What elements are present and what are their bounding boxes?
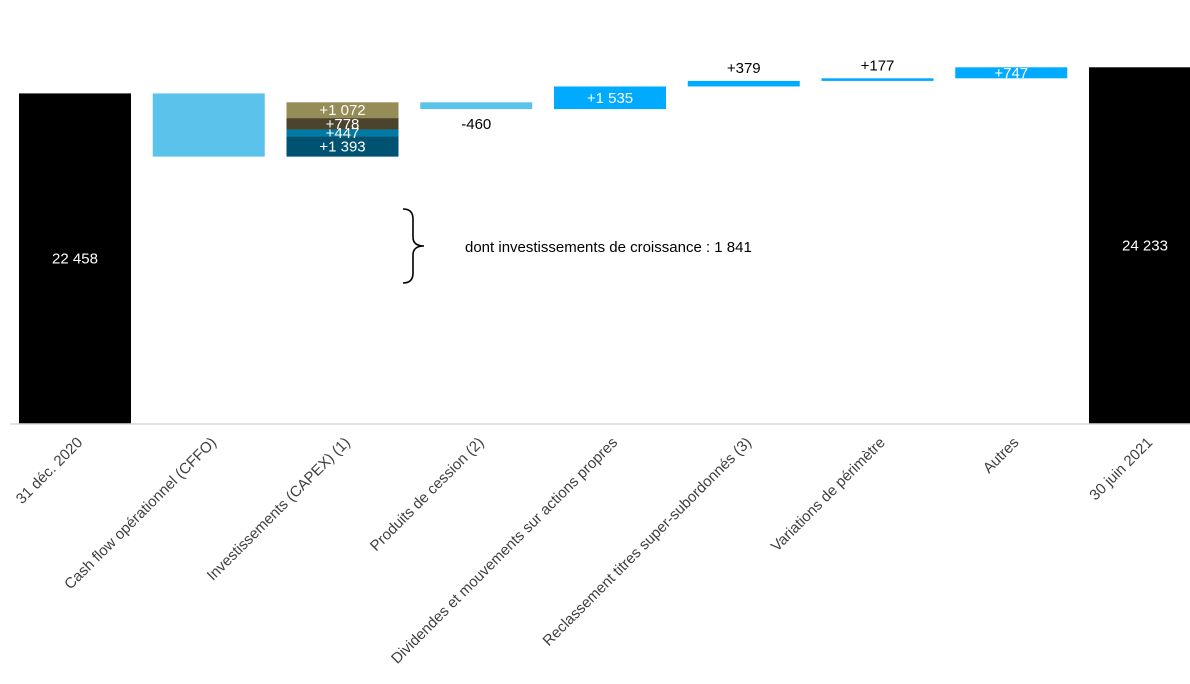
bar-31-dec-2020 (19, 93, 131, 424)
bar-investissements-capex-1-segment-1 (286, 136, 399, 157)
category-label-investissements-capex-1: Investissements (CAPEX) (1) (204, 434, 354, 584)
bar-label-investissements-capex-1-segment-3: +778 (326, 116, 360, 133)
category-label-dividendes-et-mouvements-sur-actions-propres: Dividendes et mouvements sur actions pro… (388, 434, 621, 667)
bar-label-investissements-capex-1-segment-1: +1 393 (319, 138, 365, 155)
bar-label-31-dec-2020: 22 458 (52, 251, 98, 268)
growth-investment-annotation: dont investissements de croissance : 1 8… (465, 239, 752, 256)
category-label-produits-de-cession-2: Produits de cession (2) (367, 434, 487, 554)
category-label-30-juin-2021: 30 juin 2021 (1086, 434, 1156, 504)
bar-30-juin-2021 (1089, 67, 1190, 425)
bar-label-autres: +747 (994, 65, 1028, 82)
bar-label-30-juin-2021: 24 233 (1122, 238, 1168, 255)
bar-cash-flow-operationnel-cffo (152, 93, 265, 157)
category-label-variations-de-perimetre: Variations de périmètre (768, 434, 889, 555)
bar-label-reclassement-titres-super-subordonnes-3: +379 (727, 60, 761, 77)
bar-dividendes-et-mouvements-sur-actions-propres (554, 86, 666, 110)
category-label-cash-flow-operationnel-cffo: Cash flow opérationnel (CFFO) (61, 434, 220, 593)
bars-layer (19, 67, 1190, 425)
bar-autres (955, 67, 1068, 79)
bar-label-investissements-capex-1-segment-2: +447 (326, 125, 360, 142)
bar-label-investissements-capex-1-segment-4: +1 072 (319, 102, 365, 119)
category-label-autres: Autres (980, 434, 1023, 477)
bar-investissements-capex-1-segment-2 (286, 129, 399, 137)
bar-variations-de-perimetre (821, 78, 934, 81)
bar-label-produits-de-cession-2: -460 (461, 116, 491, 133)
annotation-brace (402, 208, 425, 284)
bar-reclassement-titres-super-subordonnes-3 (687, 80, 800, 87)
bar-produits-de-cession-2 (420, 102, 533, 110)
bar-investissements-capex-1-segment-4 (286, 102, 399, 119)
bar-labels-layer: 22 458 -4 294 +1 393+447+778+1 072 -460 +1 5… (52, 57, 1168, 267)
bar-investissements-capex-1-segment-3 (286, 118, 399, 130)
bar-label-variations-de-perimetre: +177 (861, 57, 895, 74)
bar-label-dividendes-et-mouvements-sur-actions-propres: +1 535 (587, 90, 633, 107)
category-label-31-dec-2020: 31 déc. 2020 (13, 434, 86, 507)
category-label-reclassement-titres-super-subordonnes-3: Reclassement titres super-subordonnés (3… (540, 434, 755, 649)
bar-label-cash-flow-operationnel-cffo: -4 294 (187, 181, 230, 198)
